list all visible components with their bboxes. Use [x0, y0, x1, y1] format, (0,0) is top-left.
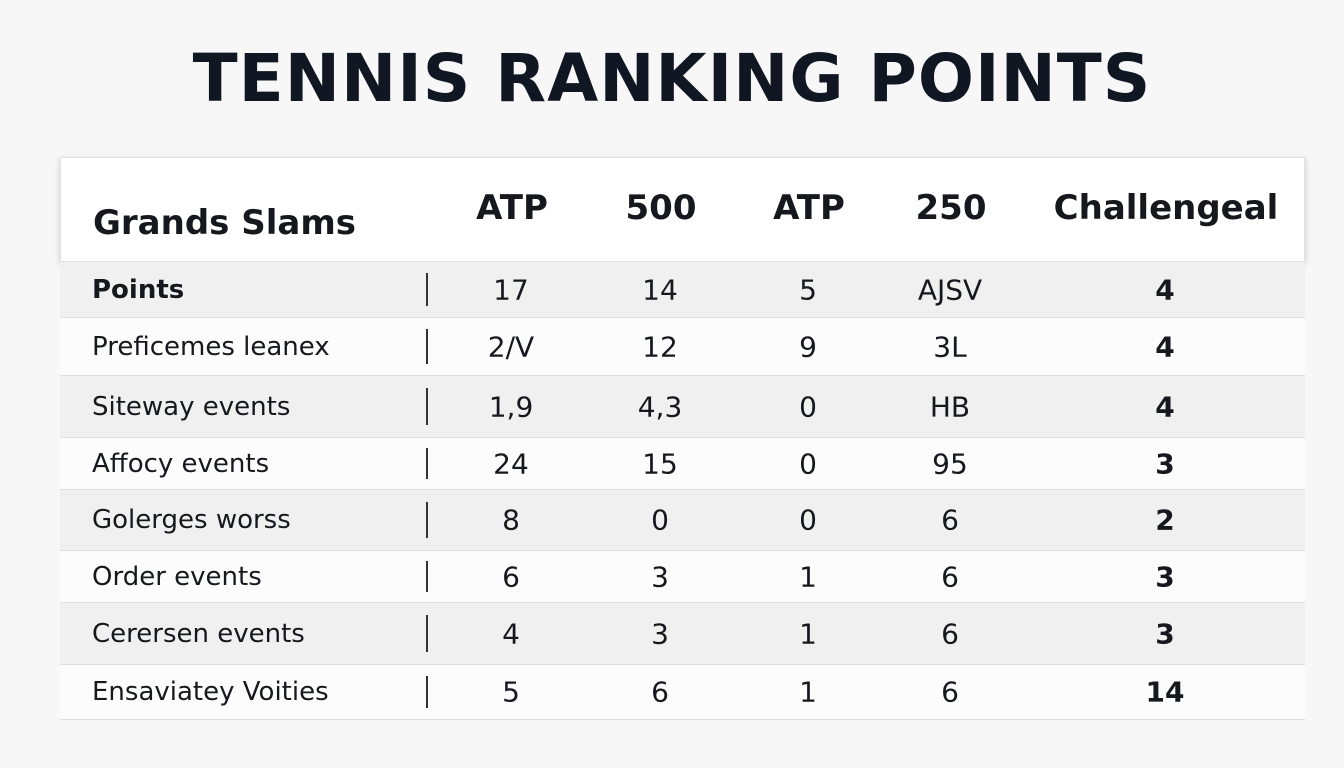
column-header: 250 — [915, 188, 987, 228]
cell: 4,3 — [637, 390, 683, 423]
row-label: Golerges worss — [92, 505, 291, 535]
divider — [426, 502, 428, 538]
cell: 3 — [1155, 447, 1175, 480]
cell: 3 — [1155, 617, 1175, 650]
cell: 24 — [493, 447, 529, 480]
cell: 2/V — [487, 330, 535, 363]
column-header: ATP — [476, 188, 548, 228]
row-label: Siteway events — [92, 391, 291, 422]
row-label: Order events — [92, 561, 262, 592]
cell: AJSV — [917, 273, 983, 306]
cell: 3 — [651, 560, 669, 593]
cell: 2 — [1155, 503, 1175, 537]
cell: 12 — [642, 330, 678, 363]
cell: 6 — [502, 560, 520, 593]
cell: 0 — [799, 447, 817, 480]
table-row: Cerersen events 4 3 1 6 3 — [60, 603, 1305, 665]
cell: 1 — [799, 617, 817, 650]
table-row: Order events 6 3 1 6 3 — [60, 551, 1305, 603]
table-row: Siteway events 1,9 4,3 0 HB 4 — [60, 376, 1305, 438]
table-body: Points 17 14 5 AJSV 4 Preficemes leanex 2/V 12 9 3… — [60, 262, 1305, 720]
cell: 4 — [1155, 390, 1175, 423]
divider — [426, 329, 428, 364]
cell: 8 — [502, 503, 520, 537]
cell: 95 — [932, 447, 968, 480]
title: TENNIS RANKING POINTS — [192, 40, 1152, 117]
column-header: 500 — [625, 188, 697, 228]
cell: 15 — [642, 447, 678, 480]
cell: 1 — [799, 560, 817, 593]
cell: 0 — [651, 503, 669, 537]
divider — [426, 615, 428, 652]
cell: 3 — [651, 617, 669, 650]
cell: 6 — [941, 560, 959, 593]
cell: 6 — [941, 617, 959, 650]
cell: 1,9 — [488, 390, 534, 423]
table-row: Preficemes leanex 2/V 12 9 3L 4 — [60, 318, 1305, 376]
divider — [426, 448, 428, 479]
column-header: ATP — [773, 188, 845, 228]
column-header: Challengeal — [1053, 188, 1279, 228]
divider — [426, 273, 428, 306]
cell: 3L — [933, 330, 967, 363]
cell: 6 — [941, 675, 959, 709]
cell: 0 — [799, 390, 817, 423]
row-label: Affocy events — [92, 448, 270, 479]
cell: 3 — [1155, 560, 1175, 593]
table-header: Grands Slams ATP 500 ATP 250 Challengeal — [60, 157, 1305, 262]
column-header: Grands Slams — [93, 203, 356, 243]
cell: 14 — [1145, 675, 1185, 709]
table-row: Points 17 14 5 AJSV 4 — [60, 262, 1305, 318]
cell: 14 — [642, 273, 678, 306]
cell: 6 — [651, 675, 669, 709]
cell: 9 — [799, 330, 817, 363]
cell: 6 — [941, 503, 959, 537]
cell: 1 — [799, 675, 817, 709]
row-label: Ensaviatey Voities — [92, 677, 329, 707]
cell: 4 — [502, 617, 520, 650]
cell: 5 — [799, 273, 817, 306]
cell: 5 — [502, 675, 520, 709]
cell: 4 — [1155, 273, 1175, 306]
table-row: Ensaviatey Voities 5 6 1 6 14 — [60, 665, 1305, 720]
row-label: Preficemes leanex — [92, 331, 330, 362]
cell: 17 — [493, 273, 529, 306]
row-label: Points — [92, 274, 185, 305]
cell: 0 — [799, 503, 817, 537]
divider — [426, 675, 428, 709]
divider — [426, 561, 428, 592]
table: Grands Slams ATP 500 ATP 250 Challengeal Poin… — [60, 157, 1305, 720]
table-row: Affocy events 24 15 0 95 3 — [60, 438, 1305, 490]
cell: 4 — [1155, 330, 1175, 363]
divider — [426, 388, 428, 425]
cell: HB — [929, 390, 971, 423]
table-row: Golerges worss 8 0 0 6 2 — [60, 490, 1305, 551]
row-label: Cerersen events — [92, 618, 305, 649]
